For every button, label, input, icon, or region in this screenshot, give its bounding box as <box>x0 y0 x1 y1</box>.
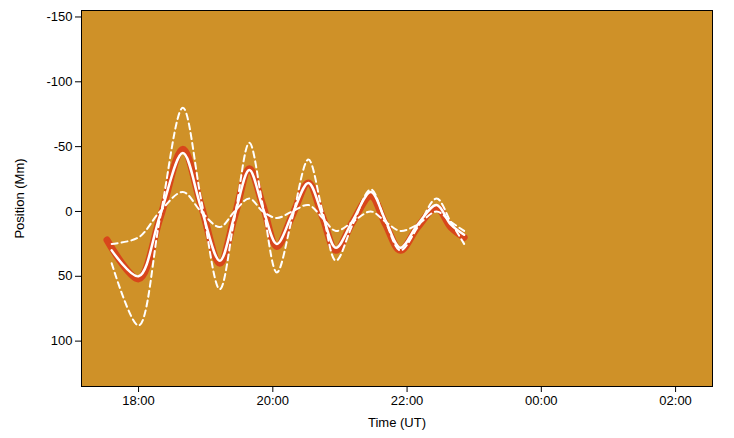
svg-text:20:00: 20:00 <box>257 393 290 408</box>
svg-text:Position (Mm): Position (Mm) <box>12 158 27 238</box>
svg-text:-100: -100 <box>46 74 72 89</box>
svg-text:-50: -50 <box>54 139 73 154</box>
svg-text:02:00: 02:00 <box>659 393 692 408</box>
svg-text:-150: -150 <box>46 9 72 24</box>
svg-text:Time (UT): Time (UT) <box>368 415 426 430</box>
svg-text:100: 100 <box>51 333 73 348</box>
svg-text:0: 0 <box>65 204 72 219</box>
svg-text:18:00: 18:00 <box>122 393 155 408</box>
svg-text:50: 50 <box>58 268 72 283</box>
svg-text:00:00: 00:00 <box>525 393 558 408</box>
svg-text:22:00: 22:00 <box>391 393 424 408</box>
